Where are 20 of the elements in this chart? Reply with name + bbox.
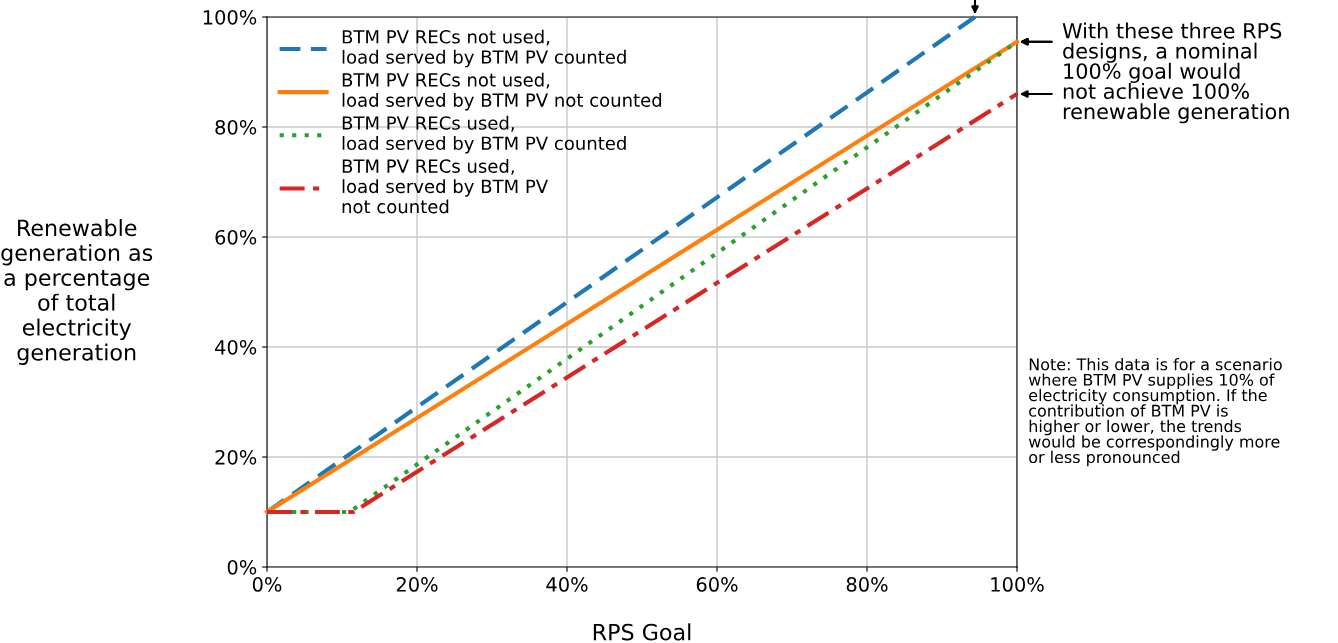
- y-tick-label: 100%: [203, 9, 257, 25]
- x-axis-title: RPS Goal: [593, 623, 691, 641]
- text: With these three RPS designs, a nominal 100% goal would not achieve 100% renewable generation: [1062, 22, 1289, 124]
- y-tick-label: 20%: [215, 449, 257, 465]
- y-tick-label: 80%: [215, 119, 257, 135]
- y-tick-label: 60%: [215, 229, 257, 245]
- y-axis-title: Renewable generation as a percentage of total electricity generation: [1, 219, 153, 365]
- legend-label: BTM PV RECs used, load served by BTM PV counted: [342, 115, 626, 154]
- y-tick-label: 0%: [227, 559, 257, 575]
- y-tick-label: 40%: [215, 339, 257, 355]
- text: Note: This data is for a scenario where BTM PV supplies 10% of electricity consumption. If the contribution of BTM PV is higher or lower, the trends would be correspondingly more or less pronounced: [1028, 358, 1282, 467]
- x-tick-label: 20%: [396, 577, 438, 592]
- x-tick-label: 40%: [546, 577, 588, 592]
- x-tick-label: 0%: [252, 577, 282, 592]
- legend-label: BTM PV RECs not used, load served by BTM PV counted: [342, 29, 626, 68]
- x-tick-label: 100%: [991, 577, 1044, 592]
- x-tick-label: 60%: [696, 577, 738, 592]
- legend-label: BTM PV RECs not used, load served by BTM PV not counted: [342, 72, 662, 111]
- x-tick-label: 80%: [846, 577, 888, 592]
- legend-label: BTM PV RECs used, load served by BTM PV not counted: [342, 158, 548, 214]
